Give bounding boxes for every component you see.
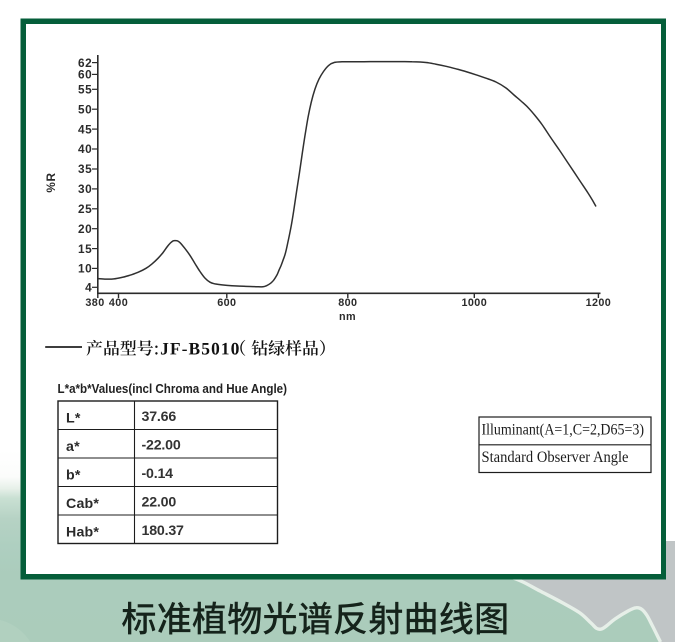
svg-text:15: 15	[78, 242, 92, 256]
svg-text:60: 60	[78, 68, 92, 82]
svg-text:1200: 1200	[586, 297, 612, 309]
svg-text:400: 400	[109, 297, 128, 309]
svg-text:L*a*b*Values(incl Chroma and H: L*a*b*Values(incl Chroma and Hue Angle)	[58, 382, 288, 396]
svg-text:Illuminant(A=1,C=2,D65=3): Illuminant(A=1,C=2,D65=3)	[482, 421, 645, 438]
svg-text:600: 600	[217, 297, 236, 309]
svg-text:-0.14: -0.14	[142, 466, 174, 482]
svg-text:4: 4	[85, 281, 92, 295]
svg-text:nm: nm	[339, 311, 356, 323]
svg-text:a*: a*	[66, 439, 80, 455]
svg-text:37.66: 37.66	[142, 409, 177, 425]
svg-text:Standard Observer Angle: Standard Observer Angle	[482, 449, 629, 466]
svg-text:20: 20	[78, 222, 92, 236]
svg-text:800: 800	[338, 297, 357, 309]
svg-text:35: 35	[78, 162, 92, 176]
svg-text:-22.00: -22.00	[142, 438, 181, 454]
svg-text:Hab*: Hab*	[66, 525, 99, 541]
svg-text:22.00: 22.00	[142, 495, 177, 511]
svg-text:L*: L*	[66, 411, 81, 427]
svg-text:180.37: 180.37	[142, 523, 185, 539]
svg-text:1000: 1000	[461, 297, 487, 309]
svg-text:55: 55	[78, 83, 92, 97]
svg-text:10: 10	[78, 262, 92, 276]
svg-text:Cab*: Cab*	[66, 496, 99, 512]
svg-text:30: 30	[78, 182, 92, 196]
svg-text:50: 50	[78, 102, 92, 116]
svg-text:40: 40	[78, 142, 92, 156]
svg-text:25: 25	[78, 202, 92, 216]
svg-text:%R: %R	[44, 172, 58, 192]
svg-text:b*: b*	[66, 468, 81, 484]
svg-text:62: 62	[78, 56, 92, 70]
svg-text:45: 45	[78, 122, 92, 136]
svg-text:380: 380	[85, 297, 104, 309]
